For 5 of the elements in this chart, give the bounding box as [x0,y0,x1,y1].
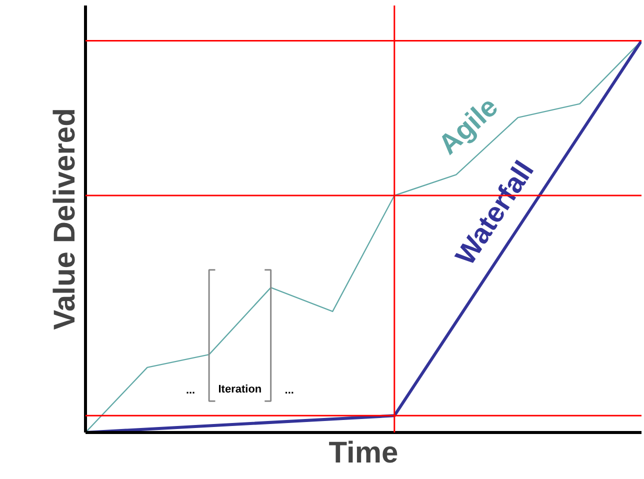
annotation: ... [186,384,196,396]
annotation: ... [284,384,294,396]
annotation: Iteration [218,383,262,396]
y-axis-title: Value Delivered [48,108,82,330]
x-axis-title: Time [328,436,398,470]
